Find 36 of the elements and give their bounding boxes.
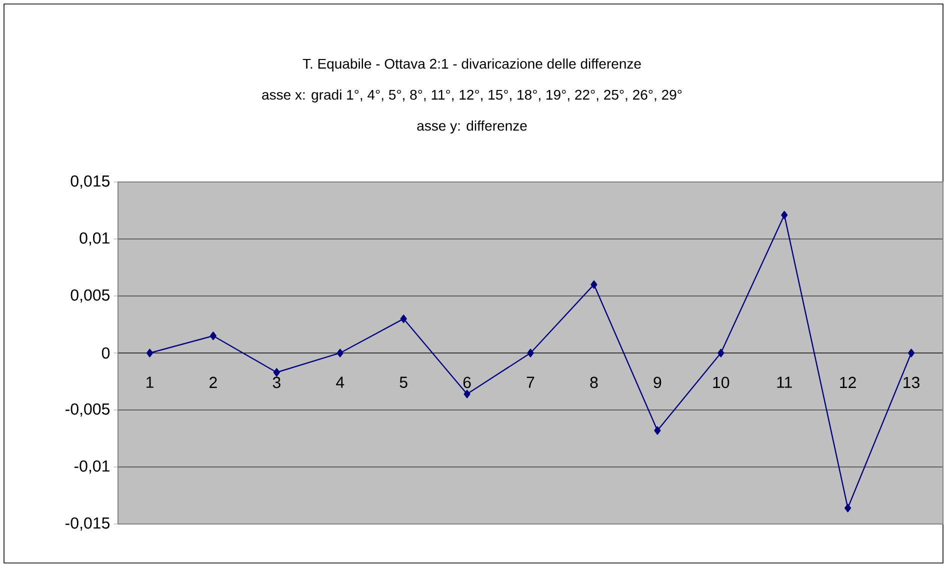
y-tick-label: -0,015	[66, 517, 110, 531]
x-tick-label: 7	[526, 376, 534, 388]
point	[146, 348, 154, 358]
y-tick-label: -0,005	[66, 403, 110, 417]
point	[654, 426, 661, 435]
y-tick-label: 0,005	[70, 289, 110, 303]
chart-subtitle: asse x: gradi 1°, 4°, 5°, 8°, 11°, 12°, 15°, 18°, 19°, 22°, 25°, 26°, 29°	[262, 89, 682, 103]
x-tick-label: 6	[463, 376, 471, 388]
x-tick-label: 11	[777, 376, 792, 388]
y-tick-label: 0	[102, 347, 110, 359]
point	[210, 332, 216, 340]
x-tick-label: 1	[146, 376, 154, 388]
y-tick-label: 0,015	[70, 175, 110, 189]
point	[844, 504, 852, 512]
point	[336, 348, 344, 358]
x-tick-label: 8	[590, 376, 598, 388]
point	[718, 348, 724, 358]
y-tick-label: -0,01	[74, 460, 110, 474]
x-tick-label: 10	[713, 376, 730, 388]
text: asse y: differenze	[417, 120, 527, 134]
y-tick-label: 0,01	[80, 232, 110, 246]
x-tick-label: 13	[904, 376, 920, 388]
chart-title: T. Equabile - Ottava 2:1 - divaricazione delle differenze	[302, 58, 641, 72]
point	[400, 314, 407, 323]
x-tick-label: 12	[840, 376, 856, 388]
point	[908, 348, 915, 358]
x-tick-label: 3	[272, 376, 280, 388]
x-tick-label: 4	[336, 376, 344, 388]
x-tick-label: 5	[400, 376, 408, 388]
point	[464, 390, 470, 398]
point	[781, 210, 788, 220]
x-tick-label: 2	[210, 376, 217, 388]
x-tick-label: 9	[654, 376, 662, 388]
point	[590, 280, 598, 289]
point	[527, 348, 534, 358]
point	[273, 368, 280, 377]
